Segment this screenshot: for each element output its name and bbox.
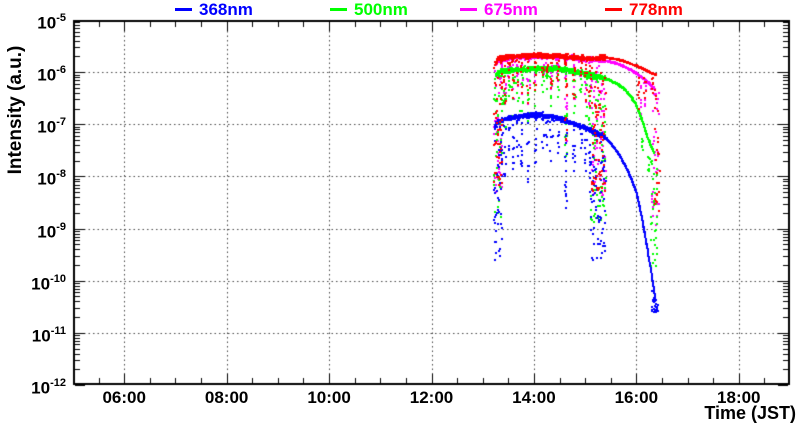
x-axis-title: Time (JST)	[704, 403, 796, 423]
legend-item-778nm: 778nm	[605, 0, 683, 19]
legend: 368nm 500nm 675nm 778nm	[0, 0, 800, 20]
x-tick-label-10:00: 10:00	[307, 388, 351, 407]
legend-line-icon	[460, 8, 477, 11]
legend-line-icon	[175, 8, 192, 11]
legend-item-368nm: 368nm	[175, 0, 253, 19]
y-tick-label-1e-6: 10-6	[37, 64, 66, 85]
legend-label: 675nm	[484, 0, 538, 19]
x-tick-label-14:00: 14:00	[512, 388, 556, 407]
legend-line-icon	[605, 8, 622, 11]
y-tick-label-1e-5: 10-5	[37, 12, 66, 33]
y-tick-label-1e-10: 10-10	[31, 272, 66, 294]
legend-item-675nm: 675nm	[460, 0, 538, 19]
legend-line-icon	[330, 8, 347, 11]
legend-label: 500nm	[354, 0, 408, 19]
x-tick-label-16:00: 16:00	[614, 388, 659, 407]
x-tick-label-18:00: 18:00	[717, 388, 761, 407]
y-tick-label-1e-12: 10-12	[31, 377, 66, 398]
legend-label: 368nm	[199, 0, 253, 19]
x-tick-label-12:00: 12:00	[409, 388, 454, 407]
x-tick-label-08:00: 08:00	[204, 388, 249, 407]
legend-label: 778nm	[629, 0, 683, 19]
y-tick-label-1e-11: 10-11	[31, 324, 66, 346]
y-tick-label-1e-7: 10-7	[37, 116, 66, 137]
y-axis-title: Intensity (a.u.)	[5, 45, 26, 175]
x-tick-label-06:00: 06:00	[102, 388, 146, 407]
y-tick-label-1e-8: 10-8	[37, 168, 66, 190]
legend-item-500nm: 500nm	[330, 0, 408, 19]
y-tick-label-1e-9: 10-9	[37, 220, 66, 242]
